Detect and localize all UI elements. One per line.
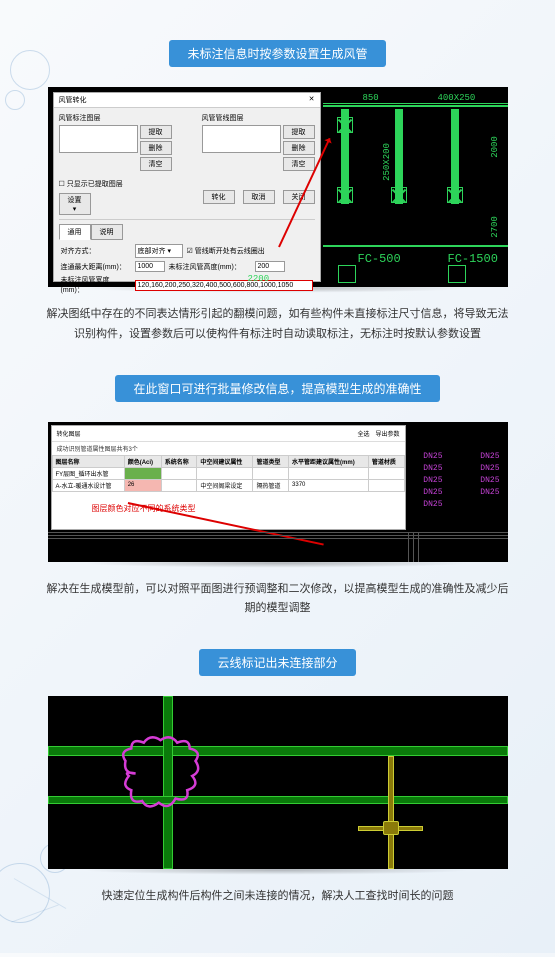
layer-list-2[interactable] bbox=[202, 125, 281, 153]
td[interactable]: 3370 bbox=[289, 479, 369, 491]
convert-button[interactable]: 转化 bbox=[203, 190, 235, 204]
dn-label: DN25 bbox=[423, 488, 442, 497]
th: 系统名称 bbox=[161, 455, 197, 467]
export-button[interactable]: 导出参数 bbox=[375, 429, 399, 438]
td[interactable]: FY层图_循环出水管 bbox=[52, 467, 124, 479]
clear-button[interactable]: 清空 bbox=[140, 157, 172, 171]
settings-button[interactable]: 设置 ▾ bbox=[59, 193, 91, 215]
th: 中空间建议属性 bbox=[197, 455, 253, 467]
td[interactable] bbox=[368, 467, 404, 479]
cloud-marker bbox=[118, 736, 203, 811]
cloud-check[interactable]: ☑ 管线断开处有云线圈出 bbox=[187, 246, 265, 256]
td[interactable]: 中空间阁梁设定 bbox=[197, 479, 253, 491]
delete-button-2[interactable]: 删除 bbox=[283, 141, 315, 155]
dialog-layers: 转化图层 全选 导出参数 成功识别管道属性图层共有3个 图层名称 颜色(Aci)… bbox=[51, 425, 406, 530]
dn-label: DN25 bbox=[423, 464, 442, 473]
height-label: 未标注风管高度(mm)： bbox=[169, 262, 251, 272]
figure-2: 转化图层 全选 导出参数 成功识别管道属性图层共有3个 图层名称 颜色(Aci)… bbox=[48, 422, 508, 562]
cad-canvas: 850 400X250 250X200 2000 2700 FC-500 FC-… bbox=[323, 87, 508, 287]
th: 管道类型 bbox=[253, 455, 289, 467]
dn-label: DN25 bbox=[423, 452, 442, 461]
clear-button-2[interactable]: 清空 bbox=[283, 157, 315, 171]
height-input[interactable]: 200 bbox=[255, 261, 285, 272]
dn-label: DN25 bbox=[480, 488, 499, 497]
align-select[interactable]: 底部对齐 ▾ bbox=[135, 244, 183, 258]
th: 图层名称 bbox=[52, 455, 124, 467]
th: 颜色(Aci) bbox=[124, 455, 161, 467]
cad-fc: FC-1500 bbox=[448, 252, 498, 266]
group2-label: 风管管线图层 bbox=[202, 113, 315, 123]
caption-1: 解决图纸中存在的不同表达情形引起的翻模问题，如有些构件未直接标注尺寸信息，将导致… bbox=[43, 305, 513, 345]
close-icon[interactable]: ✕ bbox=[309, 95, 315, 105]
cad-fc: FC-500 bbox=[358, 252, 401, 266]
figure-1: 风管转化 ✕ 风管标注图层 提取 删除 清空 bbox=[48, 87, 508, 287]
td[interactable] bbox=[161, 467, 197, 479]
td[interactable]: 隔热管道 bbox=[253, 479, 289, 491]
group1-label: 风管标注图层 bbox=[59, 113, 172, 123]
red-note: 图层颜色对应不同的系统类型 bbox=[92, 503, 196, 514]
dialog2-info: 成功识别管道属性图层共有3个 bbox=[52, 442, 405, 455]
tab-general[interactable]: 通用 bbox=[59, 224, 91, 240]
width-label: 未标注风管宽度(mm)： bbox=[61, 275, 131, 295]
delete-button[interactable]: 删除 bbox=[140, 141, 172, 155]
section2-tag: 在此窗口可进行批量修改信息，提高模型生成的准确性 bbox=[115, 375, 439, 402]
section3-tag: 云线标记出未连接部分 bbox=[199, 649, 355, 676]
th: 管道材质 bbox=[368, 455, 404, 467]
tab-desc[interactable]: 说明 bbox=[91, 224, 123, 240]
width-input[interactable]: 120,160,200,250,320,400,500,600,800,1000… bbox=[135, 280, 313, 291]
maxdist-label: 连通最大距离(mm)： bbox=[61, 262, 131, 272]
show-only-check[interactable]: ☐ 只显示已提取图层 bbox=[59, 179, 123, 189]
td-color[interactable] bbox=[124, 467, 161, 479]
dialog-duct-convert: 风管转化 ✕ 风管标注图层 提取 删除 清空 bbox=[53, 92, 321, 282]
dialog2-title: 转化图层 bbox=[57, 429, 81, 438]
align-label: 对齐方式： bbox=[61, 246, 131, 256]
maxdist-input[interactable]: 1000 bbox=[135, 261, 165, 272]
cad-dim: 850 bbox=[363, 93, 379, 103]
extract-button-2[interactable]: 提取 bbox=[283, 125, 315, 139]
cad-dim: 400X250 bbox=[438, 93, 476, 103]
dialog-title: 风管转化 bbox=[59, 95, 87, 105]
td[interactable] bbox=[253, 467, 289, 479]
dn-label: DN25 bbox=[480, 452, 499, 461]
td[interactable] bbox=[197, 467, 253, 479]
td[interactable] bbox=[368, 479, 404, 491]
select-all-button[interactable]: 全选 bbox=[357, 429, 369, 438]
cad-dim: 2700 bbox=[490, 216, 500, 238]
figure-3 bbox=[48, 696, 508, 869]
dn-label: DN25 bbox=[480, 464, 499, 473]
dn-label: DN25 bbox=[423, 500, 442, 509]
section1-tag: 未标注信息时按参数设置生成风管 bbox=[169, 40, 385, 67]
td[interactable]: A-水立-暖通水设计管 bbox=[52, 479, 124, 491]
cad-dim: 250X200 bbox=[381, 143, 391, 181]
th: 水平管距建议属性(mm) bbox=[289, 455, 369, 467]
td-color[interactable]: 26 bbox=[124, 479, 161, 491]
dn-label: DN25 bbox=[423, 476, 442, 485]
cad-dim: 2000 bbox=[490, 136, 500, 158]
td[interactable] bbox=[289, 467, 369, 479]
td[interactable] bbox=[161, 479, 197, 491]
caption-2: 解决在生成模型前，可以对照平面图进行预调整和二次修改，以提高模型生成的准确性及减… bbox=[43, 580, 513, 620]
caption-3: 快速定位生成构件后构件之间未连接的情况，解决人工查找时间长的问题 bbox=[43, 887, 513, 907]
cad-dim: 2200 bbox=[248, 274, 270, 284]
layer-list-1[interactable] bbox=[59, 125, 138, 153]
layer-table: 图层名称 颜色(Aci) 系统名称 中空间建议属性 管道类型 水平管距建议属性(… bbox=[52, 455, 405, 492]
dn-label: DN25 bbox=[480, 476, 499, 485]
extract-button[interactable]: 提取 bbox=[140, 125, 172, 139]
cancel-button[interactable]: 取消 bbox=[243, 190, 275, 204]
page: 未标注信息时按参数设置生成风管 风管转化 ✕ 风管标注图层 提取 删除 bbox=[0, 0, 555, 957]
